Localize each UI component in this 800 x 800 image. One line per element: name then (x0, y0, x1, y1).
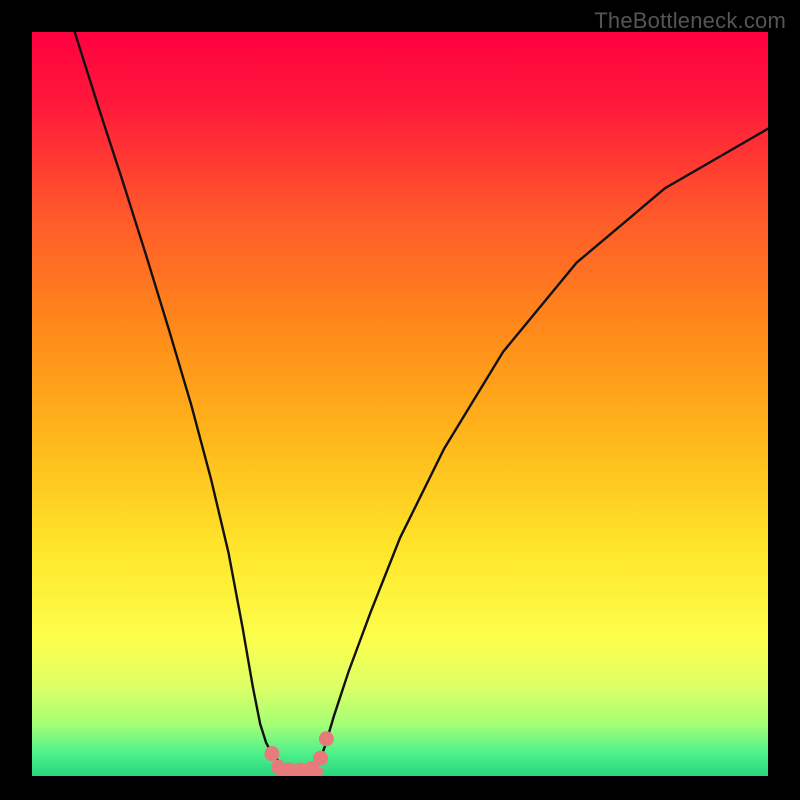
curve-layer (32, 32, 768, 776)
plot-area (32, 32, 768, 776)
curve-right-branch (321, 129, 768, 758)
marker-point (319, 732, 333, 746)
watermark-text: TheBottleneck.com (594, 8, 786, 34)
marker-point (314, 751, 328, 765)
marker-point (265, 747, 279, 761)
curve-left-branch (75, 32, 279, 761)
chart-frame: TheBottleneck.com (0, 0, 800, 800)
